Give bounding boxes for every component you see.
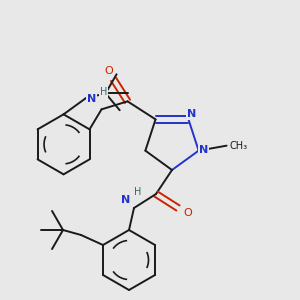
- Text: N: N: [87, 94, 96, 104]
- Text: H: H: [100, 87, 107, 97]
- Text: N: N: [187, 109, 196, 119]
- Text: CH₃: CH₃: [230, 141, 248, 151]
- Text: N: N: [122, 195, 130, 205]
- Text: N: N: [199, 145, 208, 155]
- Text: H: H: [134, 187, 142, 197]
- Text: O: O: [184, 208, 192, 218]
- Text: O: O: [104, 66, 113, 76]
